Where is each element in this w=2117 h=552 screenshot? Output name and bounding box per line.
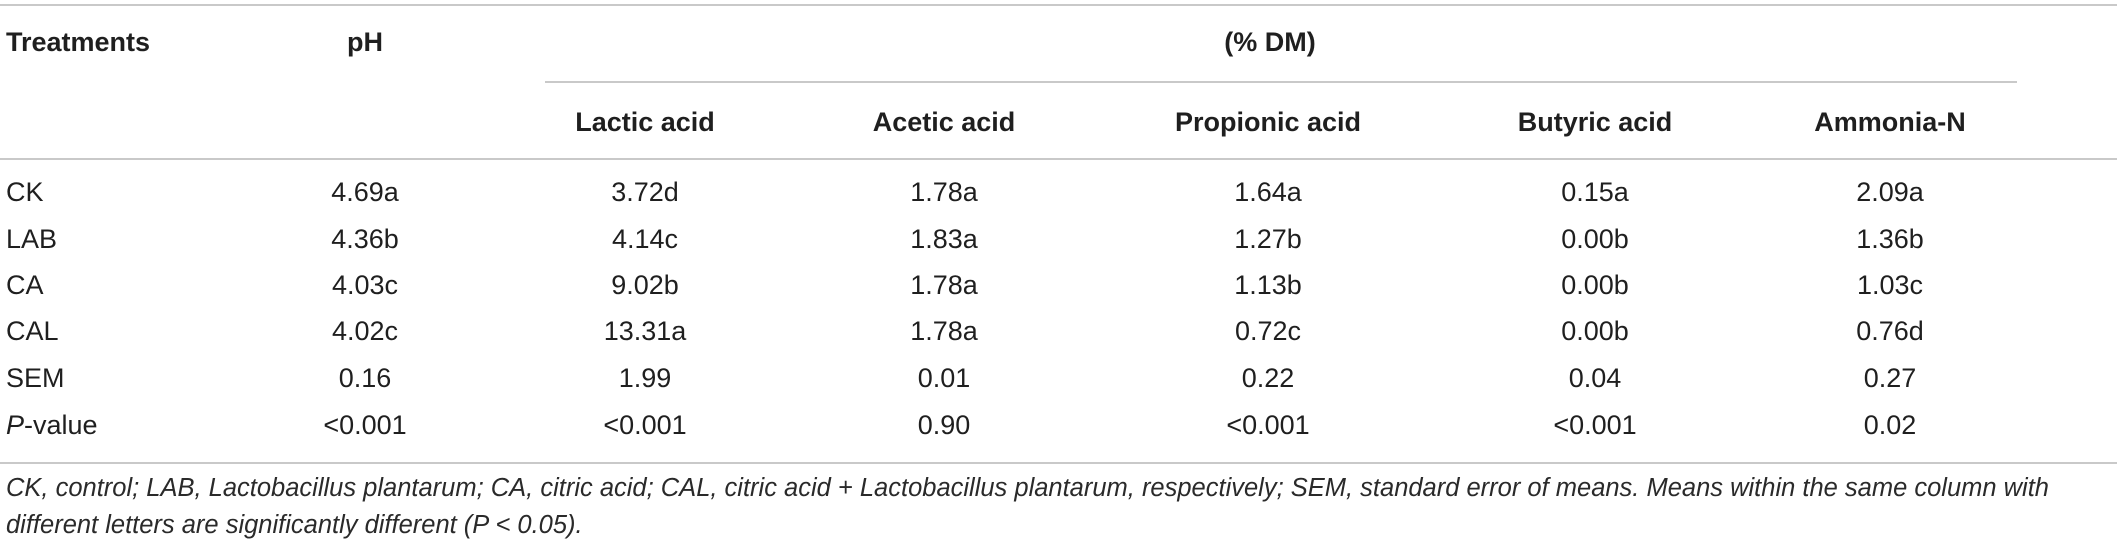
cell: 0.90 <box>917 410 971 440</box>
cell: 0.01 <box>917 363 971 393</box>
cell: 1.78a <box>910 316 978 346</box>
header-ph: pH <box>347 27 383 57</box>
cell: 0.00b <box>1561 316 1629 346</box>
cell: <0.001 <box>323 410 407 440</box>
p-value-suffix: -value <box>24 410 98 440</box>
cell: 0.00b <box>1561 224 1629 254</box>
cell: 4.69a <box>331 177 399 207</box>
p-symbol: P <box>6 410 25 440</box>
table-bottom-rule <box>0 462 2117 464</box>
cell: 2.09a <box>1856 177 1924 207</box>
cell: 0.02 <box>1863 410 1917 440</box>
header-propionic-acid: Propionic acid <box>1174 107 1362 137</box>
cell: 9.02b <box>611 270 679 300</box>
cell: 4.03c <box>331 270 399 300</box>
header-butyric-acid: Butyric acid <box>1517 107 1673 137</box>
header-bottom-rule <box>0 158 2117 160</box>
header-acetic-acid: Acetic acid <box>872 107 1016 137</box>
table-top-rule <box>0 4 2117 6</box>
header-lactic-acid: Lactic acid <box>575 107 715 137</box>
cell: 1.83a <box>910 224 978 254</box>
header-group-dm: (% DM) <box>1224 27 1316 57</box>
table-footnote: CK, control; LAB, Lactobacillus plantaru… <box>6 474 2049 539</box>
cell: 0.16 <box>338 363 392 393</box>
row-label-ca: CA <box>6 270 44 300</box>
cell: 0.72c <box>1234 316 1302 346</box>
cell: 1.13b <box>1234 270 1302 300</box>
cell: 4.36b <box>331 224 399 254</box>
cell: 0.76d <box>1856 316 1924 346</box>
row-label-p-value: P-value <box>6 409 98 441</box>
cell: 1.36b <box>1856 224 1924 254</box>
cell: 3.72d <box>611 177 679 207</box>
row-label-ck: CK <box>6 177 44 207</box>
cell: 1.78a <box>910 177 978 207</box>
row-label-cal: CAL <box>6 316 59 346</box>
cell: 0.00b <box>1561 270 1629 300</box>
cell: 1.78a <box>910 270 978 300</box>
cell: <0.001 <box>1226 410 1310 440</box>
cell: 0.04 <box>1568 363 1622 393</box>
cell: <0.001 <box>1553 410 1637 440</box>
cell: 1.64a <box>1234 177 1302 207</box>
cell: <0.001 <box>603 410 687 440</box>
group-header-rule <box>545 81 2017 83</box>
cell: 4.14c <box>611 224 679 254</box>
cell: 0.27 <box>1863 363 1917 393</box>
cell: 0.15a <box>1561 177 1629 207</box>
cell: 13.31a <box>603 316 687 346</box>
header-ammonia-n: Ammonia-N <box>1814 107 1966 137</box>
cell: 4.02c <box>331 316 399 346</box>
header-treatments: Treatments <box>6 27 151 57</box>
cell: 0.22 <box>1241 363 1295 393</box>
cell: 1.27b <box>1234 224 1302 254</box>
cell: 1.03c <box>1856 270 1924 300</box>
row-label-sem: SEM <box>6 363 65 393</box>
cell: 1.99 <box>618 363 672 393</box>
row-label-lab: LAB <box>6 224 58 254</box>
